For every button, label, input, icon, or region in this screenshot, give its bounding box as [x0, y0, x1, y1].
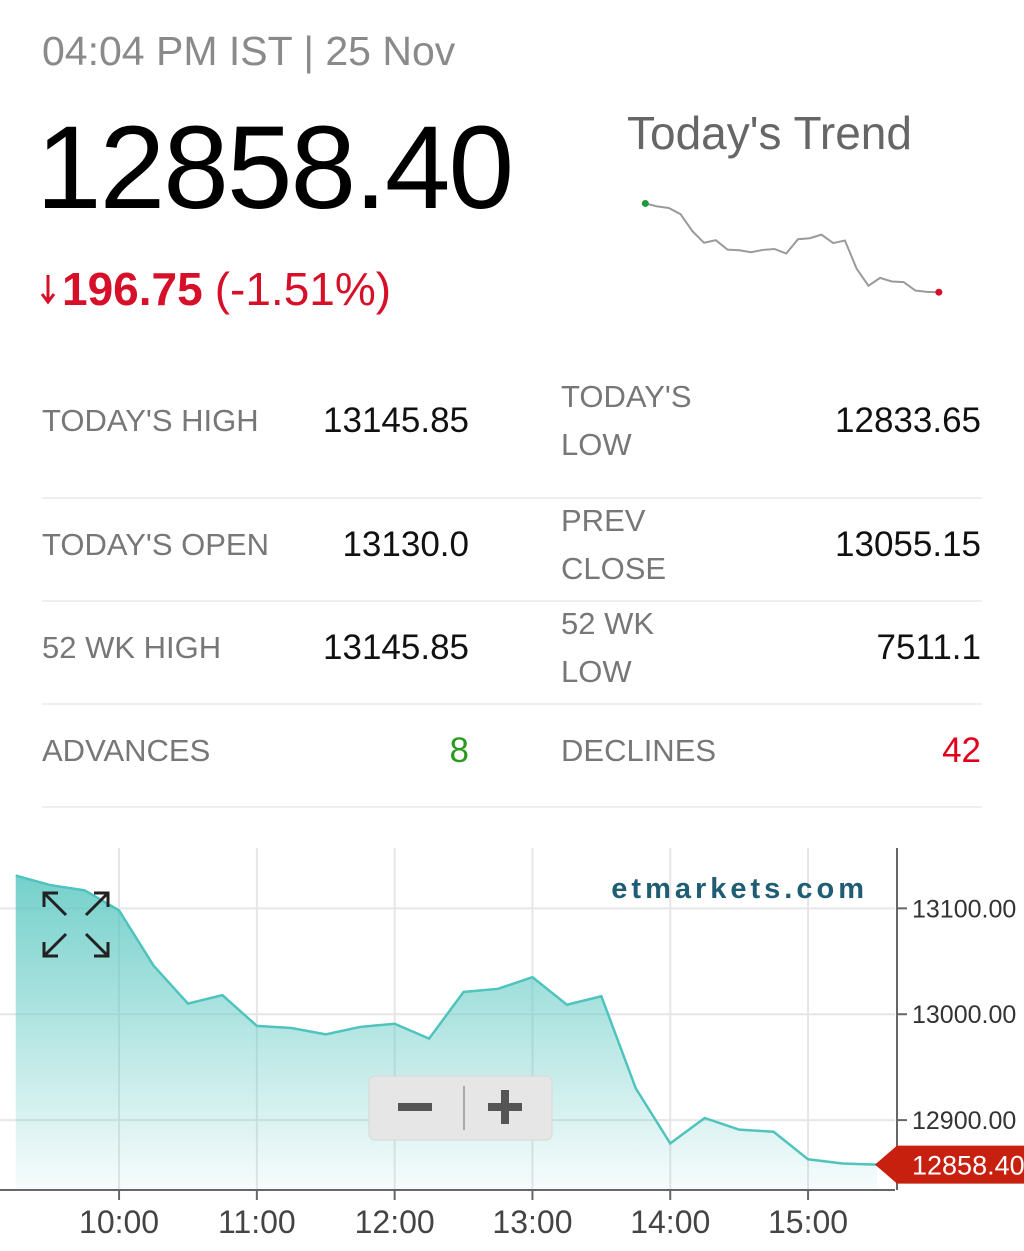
area-fill: [15, 875, 877, 1190]
change-percent: (-1.51%): [214, 263, 392, 315]
price-line: [15, 874, 877, 1166]
x-tick-label: 14:00: [630, 1204, 710, 1240]
separator: [42, 497, 982, 499]
x-tick-label: 11:00: [218, 1204, 296, 1240]
stat-label: TODAY'S HIGH: [42, 402, 259, 438]
stat-label: TODAY'S OPEN: [42, 526, 269, 562]
expand-icon[interactable]: [42, 891, 110, 958]
stat-value: 8: [449, 730, 469, 770]
zoom-out[interactable]: [398, 1103, 432, 1111]
stat-value: 7511.1: [876, 627, 981, 667]
stat-value: 13055.15: [835, 524, 981, 564]
separator: [42, 703, 982, 705]
separator: [42, 600, 982, 602]
stat-label: 52 WK HIGH: [42, 629, 222, 665]
price: 12858.40: [36, 102, 514, 234]
stat-value: 13145.85: [323, 627, 469, 667]
stat-value: 42: [942, 730, 981, 770]
down-arrow: [40, 275, 56, 305]
stat-label: PREV CLOSE: [561, 502, 667, 586]
trend-start: [641, 199, 649, 207]
x-tick-label: 12:00: [355, 1204, 435, 1240]
stat-value: 13130.0: [342, 524, 469, 564]
trend-title: Today's Trend: [627, 107, 912, 159]
y-tick-label: 13000.00: [912, 1001, 1016, 1029]
y-tick-label: 12900.00: [912, 1107, 1016, 1135]
zoom-in[interactable]: [488, 1090, 522, 1124]
stat-label: ADVANCES: [42, 732, 211, 768]
x-tick-label: 10:00: [79, 1204, 159, 1240]
trend-end: [935, 288, 943, 296]
y-tick-label: 13100.00: [912, 895, 1016, 923]
x-tick-label: 15:00: [768, 1204, 848, 1240]
stat-value: 13145.85: [323, 400, 469, 440]
change: 196.75 (-1.51%): [40, 262, 391, 316]
stat-label: TODAY'S LOW: [561, 378, 692, 462]
last-price-flag: [875, 1145, 1024, 1184]
change-value: 196.75: [62, 263, 203, 315]
separator: [42, 806, 982, 808]
zoom-control: [368, 1075, 553, 1141]
timestamp: 04:04 PM IST | 25 Nov: [42, 28, 456, 74]
stat-label: DECLINES: [561, 732, 717, 768]
zoom-box: [368, 1075, 553, 1141]
x-tick-label: 13:00: [492, 1204, 572, 1240]
stat-value: 12833.65: [835, 400, 981, 440]
watermark: etmarkets.com: [611, 873, 868, 905]
stat-label: 52 WK LOW: [561, 605, 655, 689]
trend-line: [645, 202, 939, 294]
last-price-label: 12858.40: [912, 1151, 1024, 1181]
